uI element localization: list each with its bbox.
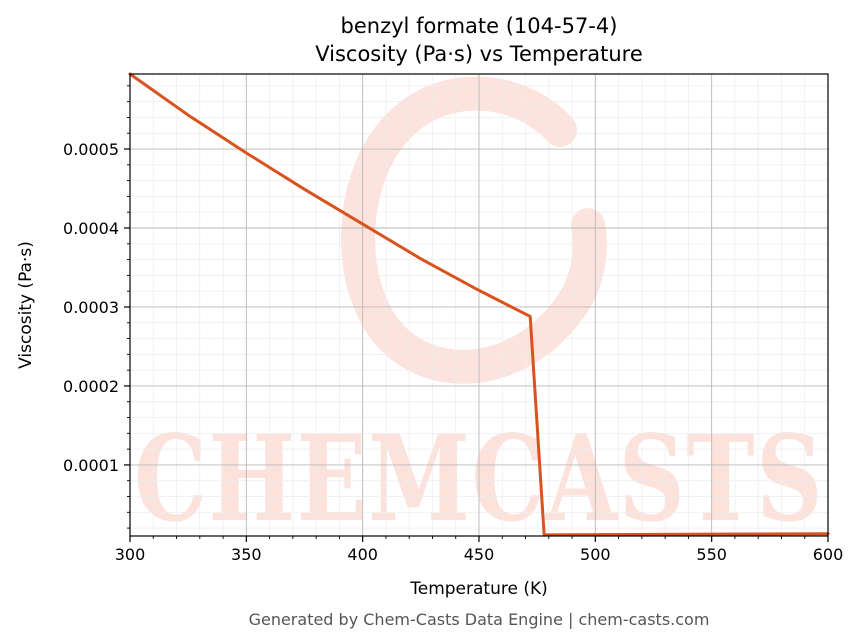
y-tick-label: 0.0002 (63, 377, 119, 396)
y-tick-label: 0.0005 (63, 140, 119, 159)
series-layer (128, 72, 830, 537)
y-tick-label: 0.0001 (63, 456, 119, 475)
y-tick-label: 0.0004 (63, 219, 119, 238)
chart-title: benzyl formate (104-57-4) (341, 14, 618, 38)
y-axis-label: Viscosity (Pa·s) (16, 241, 36, 369)
series-line-0 (128, 72, 830, 537)
watermark: CHEMCASTS (134, 76, 824, 548)
x-tick-label: 350 (231, 545, 262, 564)
x-tick-label: 450 (464, 545, 495, 564)
watermark-text: CHEMCASTS (134, 409, 824, 548)
x-tick-label: 550 (696, 545, 727, 564)
y-axis: 0.0001 0.0002 0.0003 0.0004 0.0005 (63, 85, 130, 529)
y-tick-label: 0.0003 (63, 298, 119, 317)
x-tick-label: 300 (115, 545, 146, 564)
x-tick-label: 600 (813, 545, 844, 564)
x-tick-label: 400 (347, 545, 378, 564)
x-tick-label: 500 (580, 545, 611, 564)
x-axis: 300 350 400 450 500 550 600 (115, 536, 844, 564)
x-axis-label: Temperature (K) (409, 579, 548, 599)
chart-subtitle: Viscosity (Pa·s) vs Temperature (315, 42, 643, 66)
watermark-ring (341, 76, 607, 384)
footer-credit: Generated by Chem-Casts Data Engine | ch… (249, 610, 710, 629)
